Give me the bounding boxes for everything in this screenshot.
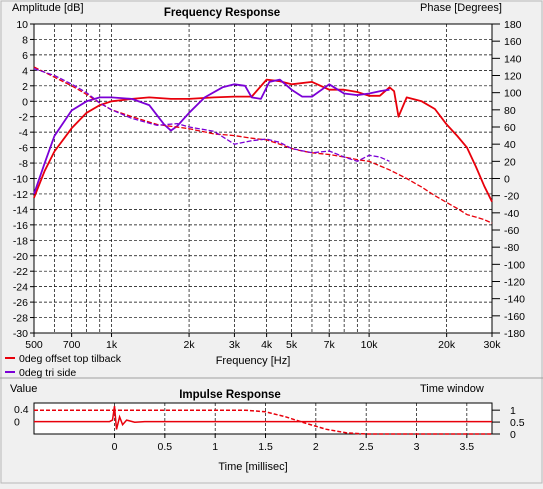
fr-left-tick-label: -2 [19, 112, 28, 124]
fr-right-tick-label: 20 [504, 156, 516, 168]
fr-left-tick-label: -26 [13, 297, 28, 309]
fr-left-tick-label: -22 [13, 266, 28, 278]
fr-x-tick-label: 2k [184, 339, 196, 351]
legend-item-2: 0deg tri side [19, 367, 76, 379]
fr-ylabel-right: Phase [Degrees] [420, 2, 502, 14]
ir-plot-area [33, 402, 493, 435]
ir-x-tick-label: 0 [112, 441, 118, 453]
fr-left-tick-label: -30 [13, 328, 28, 340]
fr-ylabel-left: Amplitude [dB] [12, 2, 84, 14]
ir-ylabel-right: Time window [420, 383, 484, 395]
fr-left-tick-label: -4 [19, 127, 28, 139]
fr-left-tick-label: -6 [19, 143, 28, 155]
fr-series-magnitude-tri-side [33, 78, 390, 195]
fr-left-tick-label: 6 [22, 50, 28, 62]
fr-right-tick-label: -160 [504, 311, 525, 323]
fr-right-tick-label: -60 [504, 225, 519, 237]
fr-left-tick-label: 10 [16, 19, 28, 31]
fr-right-tick-label: -80 [504, 242, 519, 254]
fr-right-tick-label: 160 [504, 36, 522, 48]
fr-right-tick-label: -100 [504, 259, 525, 271]
ir-x-tick-label: 1 [212, 441, 218, 453]
ir-series-impulse [34, 405, 492, 430]
fr-right-tick-label: -120 [504, 277, 525, 289]
fr-left-tick-label: 0 [22, 96, 28, 108]
fr-left-tick-label: -20 [13, 251, 28, 263]
fr-left-tick-label: -18 [13, 235, 28, 247]
frequency-response-plot: 1086420-2-4-6-8-10-12-14-16-18-20-22-24-… [13, 19, 525, 351]
ir-series-time-window [34, 409, 492, 435]
ir-x-tick-label: 2 [313, 441, 319, 453]
ir-left-tick-label: 0.4 [14, 404, 29, 416]
fr-x-tick-label: 5k [286, 339, 298, 351]
fr-xlabel: Frequency [Hz] [216, 355, 291, 367]
fr-right-tick-label: 0 [504, 174, 510, 186]
fr-x-tick-label: 3k [229, 339, 241, 351]
fr-right-tick-label: -20 [504, 191, 519, 203]
fr-left-tick-label: -10 [13, 174, 28, 186]
fr-right-tick-label: 180 [504, 19, 522, 31]
fr-left-tick-label: 4 [22, 65, 28, 77]
fr-right-tick-label: 140 [504, 53, 522, 65]
ir-right-tick-label: 0 [510, 429, 516, 441]
fr-right-tick-label: 80 [504, 105, 516, 117]
fr-x-tick-label: 500 [25, 339, 43, 351]
fr-right-tick-label: 100 [504, 88, 522, 100]
fr-left-tick-label: -12 [13, 189, 28, 201]
fr-right-tick-label: -40 [504, 208, 519, 220]
fr-plot-area [33, 23, 493, 334]
ir-x-tick-label: 2.5 [359, 441, 374, 453]
fr-x-tick-label: 30k [484, 339, 502, 351]
ir-right-tick-label: 0.5 [510, 417, 525, 429]
fr-right-tick-label: -180 [504, 328, 525, 340]
fr-x-tick-label: 4k [261, 339, 273, 351]
fr-x-tick-label: 7k [324, 339, 336, 351]
fr-series-phase-tri-side [33, 67, 390, 162]
fr-x-tick-label: 10k [361, 339, 379, 351]
fr-right-tick-label: -140 [504, 294, 525, 306]
fr-left-tick-label: 8 [22, 34, 28, 46]
ir-right-tick-label: 1 [510, 405, 516, 417]
fr-x-tick-label: 1k [106, 339, 118, 351]
fr-right-tick-label: 60 [504, 122, 516, 134]
fr-left-tick-label: 2 [22, 81, 28, 93]
ir-x-tick-label: 3.5 [460, 441, 475, 453]
fr-x-tick-label: 700 [63, 339, 81, 351]
fr-right-tick-label: 120 [504, 71, 522, 83]
fr-series-magnitude-offset-top [33, 78, 493, 203]
ir-x-tick-label: 0.5 [158, 441, 173, 453]
fr-left-tick-label: -24 [13, 282, 28, 294]
fr-left-tick-label: -14 [13, 204, 28, 216]
fr-x-tick-label: 20k [438, 339, 456, 351]
fr-left-tick-label: -8 [19, 158, 28, 170]
ir-x-tick-label: 1.5 [258, 441, 273, 453]
ir-x-tick-label: 3 [414, 441, 420, 453]
fr-left-tick-label: -16 [13, 220, 28, 232]
fr-title: Frequency Response [164, 7, 280, 19]
ir-left-tick-label: 0 [14, 417, 20, 429]
legend-item-1: 0deg offset top tilback [19, 353, 122, 365]
ir-title: Impulse Response [179, 389, 281, 401]
ir-xlabel: Time [millisec] [218, 461, 287, 473]
ir-ylabel-left: Value [10, 383, 37, 395]
fr-left-tick-label: -28 [13, 313, 28, 325]
fr-right-tick-label: 40 [504, 139, 516, 151]
legend: 0deg offset top tilback 0deg tri side [5, 353, 122, 379]
